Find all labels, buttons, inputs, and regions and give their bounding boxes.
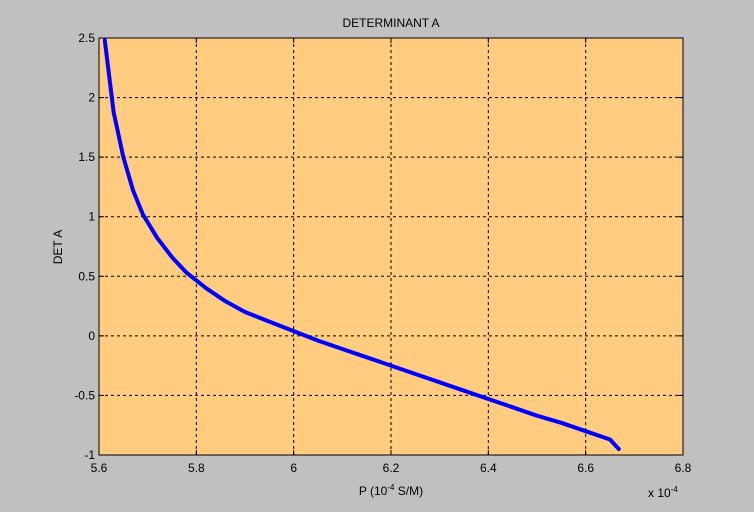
- x-tick-label: 6.4: [480, 461, 497, 475]
- x-tick-label: 6.8: [675, 461, 692, 475]
- y-axis-label: DET A: [51, 230, 65, 264]
- series-layer: [102, 38, 621, 451]
- x-exponent-prefix: x 10: [648, 486, 671, 500]
- x-exponent-note: x 10-4: [648, 485, 678, 500]
- y-tick-label: -1: [84, 448, 95, 462]
- x-tick-label: 6.2: [383, 461, 400, 475]
- x-axis-label: P (10-4 S/M): [359, 483, 423, 498]
- y-tick-label: -0.5: [74, 388, 95, 402]
- y-tick-label: 1: [88, 210, 95, 224]
- x-axis-label-suffix: S/M): [394, 484, 423, 498]
- y-tick-label: 2: [88, 91, 95, 105]
- y-tick-label: 1.5: [78, 150, 95, 164]
- x-exponent-superscript: -4: [671, 485, 679, 494]
- x-tick-label: 6: [290, 461, 297, 475]
- y-tick-label: 2.5: [78, 31, 95, 45]
- ticks: 5.6 5.8 6 6.2 6.4 6.6 6.8 2.5 2 1.5 1 0.5 0 -0.5 -1: [74, 31, 691, 475]
- y-tick-label: 0.5: [78, 269, 95, 283]
- x-tick-label: 6.6: [577, 461, 594, 475]
- plot-area: [99, 38, 683, 455]
- grid-lines: [99, 38, 683, 455]
- x-tick-label: 5.8: [188, 461, 205, 475]
- y-tick-label: 0: [88, 329, 95, 343]
- x-axis-label-superscript: -4: [387, 483, 395, 492]
- x-tick-label: 5.6: [91, 461, 108, 475]
- chart-title: DETERMINANT A: [342, 16, 439, 30]
- series-line: [102, 38, 621, 451]
- x-axis-label-prefix: P (10: [359, 484, 388, 498]
